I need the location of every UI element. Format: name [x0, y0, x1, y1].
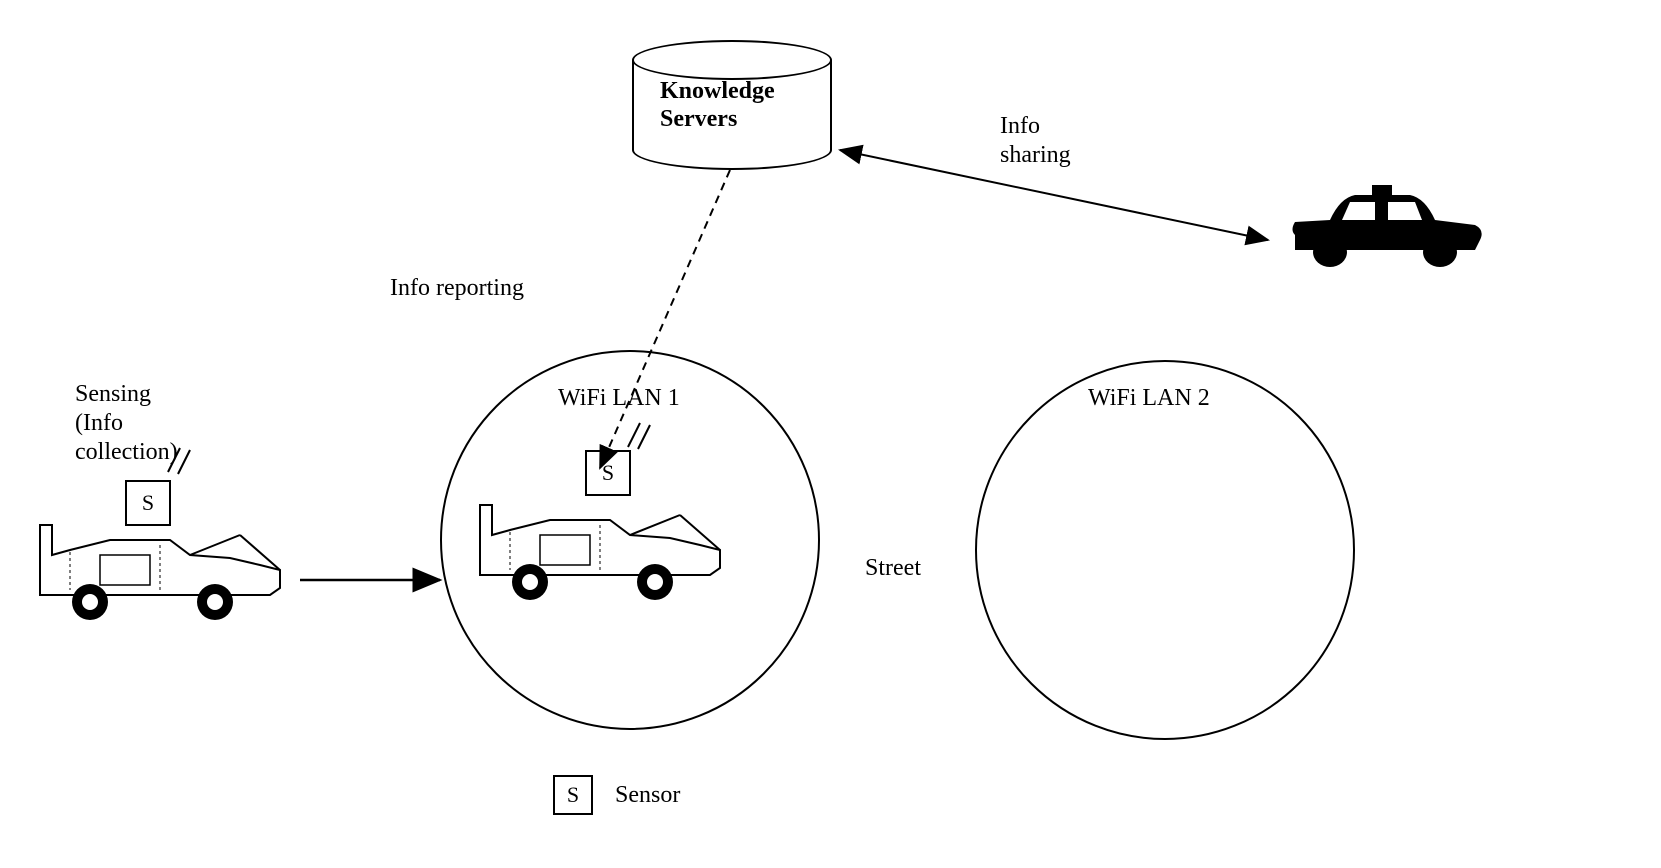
arrows-overlay — [0, 0, 1661, 868]
sensor-legend-label: Sensor — [615, 782, 680, 809]
diagram-container: Knowledge Servers Info sharing Info repo… — [0, 0, 1661, 868]
info-reporting-arrow — [600, 170, 730, 468]
info-sharing-arrow — [840, 150, 1268, 240]
sensor-legend-box: S — [553, 775, 593, 815]
sensor-legend-letter: S — [567, 782, 579, 808]
